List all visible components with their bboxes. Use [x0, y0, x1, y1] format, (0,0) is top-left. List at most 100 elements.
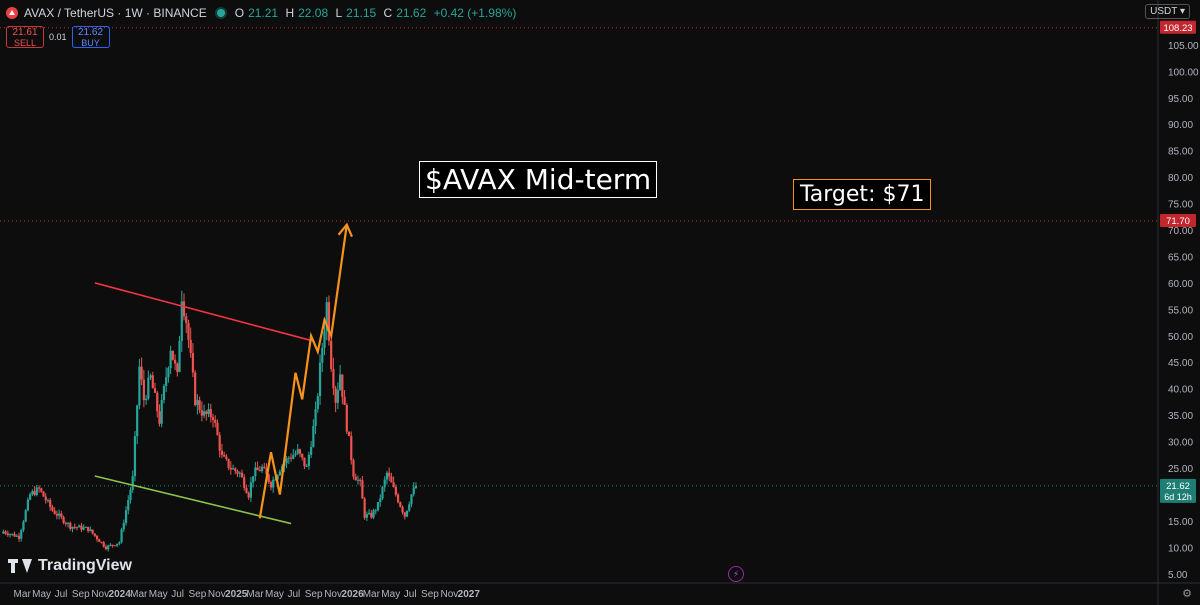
candle-body — [111, 544, 114, 546]
candle-body — [104, 546, 108, 550]
buy-button[interactable]: 21.62 BUY — [71, 26, 110, 48]
candle-body — [236, 471, 239, 474]
x-tick-label: Jul — [171, 589, 184, 600]
candle-body — [359, 479, 362, 481]
candle-body — [243, 477, 246, 488]
candle-body — [194, 372, 197, 406]
candle-body — [151, 375, 154, 389]
candle-body — [40, 488, 43, 492]
candle-body — [95, 535, 99, 540]
axis-price-label: 71.70 — [1166, 216, 1190, 227]
candle-body — [231, 468, 235, 470]
candle-body — [60, 513, 63, 517]
candle-body — [51, 506, 54, 511]
x-tick-label: May — [265, 589, 284, 600]
currency-selector[interactable]: USDT ▾ — [1145, 4, 1190, 19]
candle-body — [165, 377, 168, 386]
candle-body — [29, 494, 32, 500]
buy-label: BUY — [81, 38, 100, 48]
candle-body — [91, 529, 94, 534]
candle-body — [202, 411, 206, 416]
candle-body — [22, 521, 25, 531]
candle-body — [136, 405, 139, 437]
candle-body — [109, 544, 112, 546]
lightning-icon[interactable]: ⚡ — [728, 566, 744, 582]
candle-body — [336, 389, 339, 403]
x-tick-label: 2025 — [225, 589, 248, 600]
x-tick-label: Sep — [72, 589, 90, 600]
candle-body — [46, 500, 50, 502]
candle-body — [53, 510, 56, 514]
candle-body — [287, 457, 290, 459]
y-tick-label: 100.00 — [1168, 67, 1199, 78]
support-trendline — [94, 475, 292, 525]
candle-body — [142, 379, 145, 401]
candle-body — [240, 472, 244, 478]
x-tick-label: May — [381, 589, 400, 600]
y-tick-label: 10.00 — [1168, 543, 1193, 554]
candle-body — [414, 485, 418, 489]
candle-body — [343, 396, 346, 405]
candle-body — [347, 431, 351, 437]
candle-body — [133, 436, 137, 477]
sell-button[interactable]: 21.61 SELL — [6, 26, 44, 48]
ohlc-values: O 21.21 H 22.08 L 21.15 C 21.62 +0.42 (+1.98… — [235, 6, 521, 20]
candle-body — [225, 456, 228, 460]
candle-body — [69, 522, 72, 529]
tradingview-logo[interactable]: TradingView — [8, 557, 132, 575]
spread-value: 0.01 — [49, 32, 67, 42]
candle-body — [350, 436, 353, 461]
settings-gear-icon[interactable]: ⚙ — [1182, 588, 1192, 600]
candle-body — [234, 468, 237, 472]
candle-body — [37, 487, 41, 489]
candle-body — [138, 366, 141, 406]
candle-body — [78, 525, 81, 528]
candle-body — [285, 458, 288, 464]
candle-body — [93, 533, 96, 536]
candle-body — [223, 454, 226, 457]
candle-body — [149, 375, 152, 378]
candle-body — [100, 541, 103, 543]
x-tick-label: Nov — [91, 589, 109, 600]
candle-body — [189, 339, 192, 354]
x-tick-label: Nov — [208, 589, 226, 600]
buy-price: 21.62 — [78, 27, 104, 38]
x-tick-label: Sep — [305, 589, 323, 600]
candle-body — [147, 377, 150, 399]
candle-body — [58, 513, 61, 516]
candle-body — [80, 525, 83, 530]
candle-body — [374, 510, 377, 512]
resistance-trendline — [94, 282, 314, 342]
candle-body — [318, 362, 322, 397]
symbol-label[interactable]: AVAX / TetherUS · 1W · BINANCE — [24, 6, 207, 20]
candle-body — [254, 467, 257, 477]
candle-body — [89, 529, 92, 531]
candle-body — [327, 302, 331, 341]
low-value: 21.15 — [346, 6, 377, 20]
sell-price: 21.61 — [12, 27, 38, 38]
y-tick-label: 55.00 — [1168, 305, 1193, 316]
candle-body — [75, 527, 79, 529]
candle-body — [388, 472, 391, 477]
candle-body — [256, 467, 259, 471]
market-status-icon — [216, 9, 225, 17]
candle-body — [153, 388, 157, 393]
candle-body — [218, 435, 221, 451]
tradingview-logo-icon — [8, 559, 32, 573]
y-tick-label: 75.00 — [1168, 200, 1193, 211]
candle-body — [379, 498, 382, 503]
candle-body — [301, 453, 304, 458]
candle-body — [249, 482, 253, 498]
candle-body — [107, 545, 110, 550]
y-tick-label: 50.00 — [1168, 332, 1193, 343]
candle-body — [410, 494, 413, 505]
candle-body — [144, 398, 148, 401]
axis-countdown-label: 6d 12h — [1164, 492, 1192, 502]
candle-body — [129, 489, 132, 501]
projection-arrowhead — [337, 222, 353, 238]
candle-body — [162, 385, 166, 401]
projection-path — [258, 224, 348, 519]
candle-body — [303, 457, 306, 467]
target-annotation: Target: $71 — [793, 179, 932, 210]
